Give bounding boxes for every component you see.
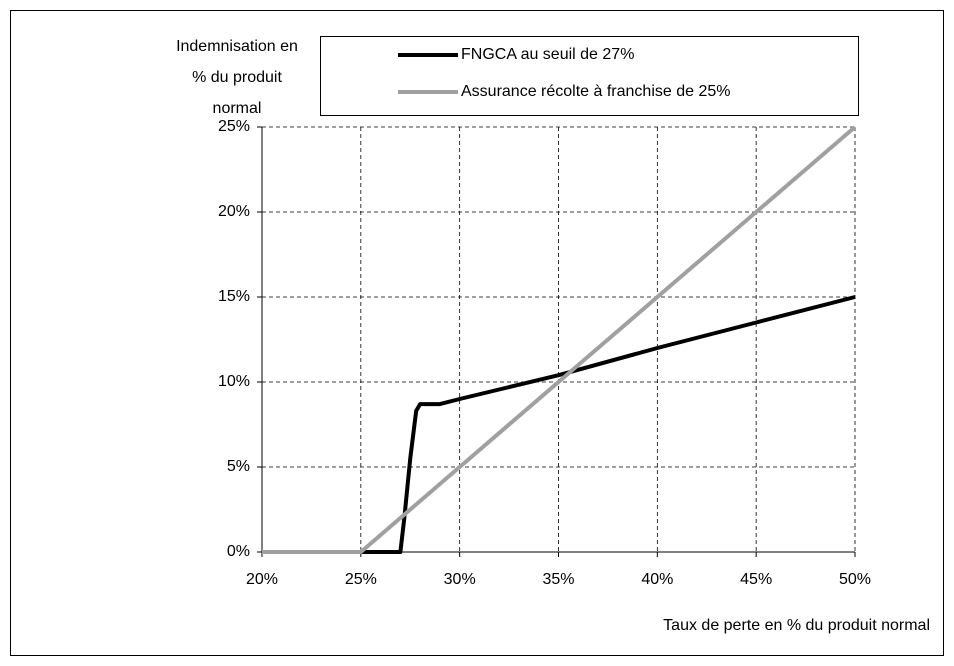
y-tick-label: 25% xyxy=(218,118,250,135)
data-line xyxy=(262,125,857,554)
legend-label: Assurance récolte à franchise de 25% xyxy=(461,83,730,100)
y-tick-label: 10% xyxy=(218,373,250,390)
y-axis-title: normal xyxy=(213,100,262,117)
x-tick-label: 25% xyxy=(345,571,377,588)
x-tick-label: 45% xyxy=(740,571,772,588)
x-axis-title: Taux de perte en % du produit normal xyxy=(663,617,930,634)
x-tick-label: 35% xyxy=(542,571,574,588)
legend-label: FNGCA au seuil de 27% xyxy=(461,46,634,63)
y-tick-label: 20% xyxy=(218,203,250,220)
data-line xyxy=(262,295,856,554)
y-axis-title: Indemnisation en xyxy=(176,38,298,55)
x-tick-label: 50% xyxy=(839,571,871,588)
y-axis-title: % du produit xyxy=(192,69,282,86)
x-tick-label: 40% xyxy=(641,571,673,588)
x-tick-label: 30% xyxy=(444,571,476,588)
chart-frame xyxy=(10,10,944,656)
y-tick-label: 0% xyxy=(227,543,250,560)
y-tick-label: 5% xyxy=(227,458,250,475)
x-tick-label: 20% xyxy=(246,571,278,588)
y-tick-label: 15% xyxy=(218,288,250,305)
legend xyxy=(320,36,859,116)
